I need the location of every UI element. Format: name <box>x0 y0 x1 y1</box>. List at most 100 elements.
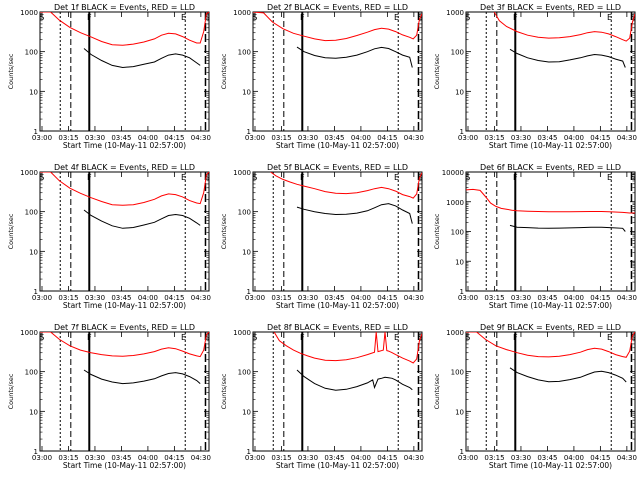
x-tick-label: 04:15 <box>377 454 397 462</box>
x-tick-label: 04:00 <box>351 134 371 142</box>
x-tick-label: 03:00 <box>245 134 265 142</box>
y-tick-label: 1 <box>247 128 251 136</box>
chart-panel-1: Det 1f BLACK = Events, RED = LLD 1 10 100 10… <box>7 3 211 150</box>
x-tick-label: 03:15 <box>58 134 78 142</box>
x-axis-label: Start Time (10-May-11 02:57:00) <box>276 301 399 310</box>
y-axis-label: Counts/sec <box>433 373 441 409</box>
interval-marker: S <box>465 173 470 182</box>
y-axis-label: Counts/sec <box>433 53 441 89</box>
x-tick-label: 04:15 <box>164 134 184 142</box>
interval-marker: S <box>252 13 257 22</box>
interval-marker: E <box>394 333 399 342</box>
plot-frame <box>39 331 210 452</box>
y-tick-label: 1 <box>34 448 38 456</box>
x-tick-label: 03:30 <box>85 134 105 142</box>
y-axis-label: Counts/sec <box>7 213 15 249</box>
series-line-lld <box>466 188 635 214</box>
interval-marker: E <box>607 13 612 22</box>
x-tick-label: 04:30 <box>404 294 424 302</box>
x-axis-label: Start Time (10-May-11 02:57:00) <box>489 301 612 310</box>
interval-marker: E <box>181 173 186 182</box>
x-tick-label: 03:15 <box>58 294 78 302</box>
interval-marker: E <box>607 333 612 342</box>
plot-frame <box>465 171 636 292</box>
y-tick-label: 1 <box>34 288 38 296</box>
y-tick-label: 100 <box>238 209 251 217</box>
interval-marker: S <box>465 333 470 342</box>
y-tick-label: 100 <box>451 369 464 377</box>
x-tick-label: 03:30 <box>298 294 318 302</box>
x-tick-label: 04:00 <box>564 454 584 462</box>
x-tick-label: 03:45 <box>111 294 131 302</box>
x-tick-label: 04:15 <box>590 294 610 302</box>
interval-marker: F <box>513 13 518 22</box>
x-tick-label: 03:00 <box>458 454 478 462</box>
y-tick-label: 100 <box>25 209 38 217</box>
series-line-lld <box>40 332 209 358</box>
interval-marker: S <box>205 13 210 22</box>
y-tick-label: 1000 <box>446 9 464 17</box>
chart-title: Det 5f BLACK = Events, RED = LLD <box>267 163 408 172</box>
y-tick-label: 100 <box>25 49 38 57</box>
x-axis-label: Start Time (10-May-11 02:57:00) <box>276 461 399 470</box>
series-line-lld <box>253 12 422 42</box>
plot-frame <box>39 11 210 132</box>
chart-panel-4: Det 4f BLACK = Events, RED = LLD 1 10 100 10… <box>7 163 211 310</box>
y-axis-label: Counts/sec <box>7 373 15 409</box>
x-tick-label: 04:00 <box>138 134 158 142</box>
x-tick-label: 03:00 <box>245 294 265 302</box>
interval-marker: S <box>465 13 470 22</box>
plot-frame <box>465 331 636 452</box>
interval-marker: E <box>181 333 186 342</box>
y-tick-label: 10 <box>29 88 38 96</box>
x-tick-label: 04:00 <box>138 294 158 302</box>
chart-panel-3: Det 3f BLACK = Events, RED = LLD 1 10 100 10… <box>433 3 637 150</box>
x-tick-label: 03:30 <box>511 454 531 462</box>
interval-marker: S <box>252 333 257 342</box>
chart-title: Det 7f BLACK = Events, RED = LLD <box>54 323 195 332</box>
y-tick-label: 10 <box>455 88 464 96</box>
chart-title: Det 6f BLACK = Events, RED = LLD <box>480 163 621 172</box>
x-tick-label: 04:30 <box>404 134 424 142</box>
y-tick-label: 1 <box>460 128 464 136</box>
y-tick-label: 10 <box>29 248 38 256</box>
chart-title: Det 9f BLACK = Events, RED = LLD <box>480 323 621 332</box>
interval-marker: E <box>394 173 399 182</box>
x-tick-label: 03:00 <box>32 454 52 462</box>
x-tick-label: 04:15 <box>164 294 184 302</box>
y-axis-label: Counts/sec <box>220 373 228 409</box>
x-tick-label: 04:30 <box>617 294 637 302</box>
x-tick-label: 03:30 <box>511 294 531 302</box>
x-tick-label: 04:00 <box>351 454 371 462</box>
y-tick-label: 1000 <box>446 329 464 337</box>
y-axis-label: Counts/sec <box>7 53 15 89</box>
interval-marker: E <box>181 13 186 22</box>
x-tick-label: 03:15 <box>58 454 78 462</box>
x-tick-label: 04:00 <box>351 294 371 302</box>
y-tick-label: 10 <box>455 258 464 266</box>
interval-marker: S <box>631 333 636 342</box>
x-tick-label: 03:00 <box>458 134 478 142</box>
chart-title: Det 4f BLACK = Events, RED = LLD <box>54 163 195 172</box>
y-tick-label: 100 <box>238 49 251 57</box>
y-tick-label: 10 <box>242 88 251 96</box>
interval-marker: S <box>205 333 210 342</box>
y-tick-label: 10 <box>242 408 251 416</box>
interval-marker: F <box>513 173 518 182</box>
interval-marker: F <box>300 173 305 182</box>
series-line-events <box>83 209 201 229</box>
x-tick-label: 03:45 <box>537 294 557 302</box>
chart-panel-9: Det 9f BLACK = Events, RED = LLD 1 10 100 10… <box>433 323 637 470</box>
chart-title: Det 8f BLACK = Events, RED = LLD <box>267 323 408 332</box>
x-axis-label: Start Time (10-May-11 02:57:00) <box>276 141 399 150</box>
x-tick-label: 03:45 <box>111 454 131 462</box>
y-tick-label: 10000 <box>442 169 464 177</box>
chart-panel-8: Det 8f BLACK = Events, RED = LLD 1 10 100 10… <box>220 323 424 470</box>
series-line-events <box>509 48 626 68</box>
x-tick-label: 03:45 <box>537 454 557 462</box>
interval-marker: F <box>300 13 305 22</box>
interval-marker: F <box>87 173 92 182</box>
y-tick-label: 1000 <box>233 329 251 337</box>
plot-frame <box>252 171 423 292</box>
interval-marker: F <box>87 13 92 22</box>
